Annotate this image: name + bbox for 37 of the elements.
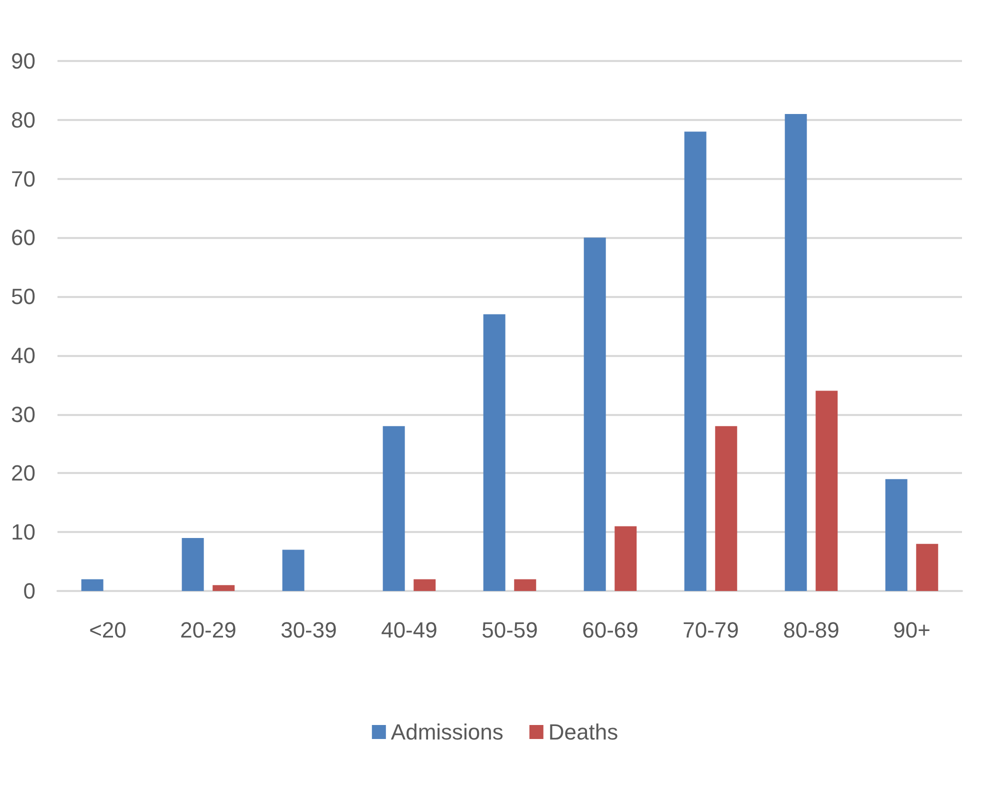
x-tick-label: 70-79	[682, 618, 739, 642]
y-tick-label: 60	[10, 225, 36, 250]
x-tick-label: 50-59	[482, 618, 538, 642]
y-tick-label: 80	[10, 107, 36, 132]
y-tick-label: 90	[10, 48, 36, 74]
y-tick-label: 30	[10, 402, 36, 427]
bar	[483, 314, 506, 591]
bar	[684, 132, 706, 591]
y-tick-label: 0	[23, 578, 36, 604]
bar	[816, 390, 838, 591]
bar	[182, 538, 204, 591]
y-tick-label: 10	[10, 520, 36, 545]
y-tick-label: 40	[10, 342, 36, 368]
bar	[282, 550, 304, 591]
bar	[614, 526, 637, 591]
bar	[885, 479, 908, 591]
x-tick-label: 40-49	[381, 618, 438, 642]
y-tick-label: 50	[10, 284, 36, 310]
bar	[784, 114, 807, 591]
x-tick-label: 60-69	[582, 618, 638, 642]
bar	[514, 579, 536, 591]
bar	[916, 544, 938, 591]
y-tick-label: 70	[10, 166, 36, 192]
x-tick-label: <20	[89, 618, 126, 642]
x-tick-label: 90+	[893, 618, 930, 642]
bar	[81, 579, 104, 591]
bar	[715, 426, 738, 591]
y-tick-label: 20	[10, 460, 36, 486]
legend-label: Admissions	[390, 720, 504, 744]
bar	[584, 238, 606, 591]
x-tick-label: 80-89	[783, 618, 840, 642]
bar	[212, 585, 235, 591]
bar	[382, 426, 405, 591]
x-tick-label: 30-39	[280, 618, 337, 642]
bar	[414, 579, 436, 591]
x-tick-label: 20-29	[180, 618, 236, 642]
legend-label: Deaths	[548, 720, 618, 744]
